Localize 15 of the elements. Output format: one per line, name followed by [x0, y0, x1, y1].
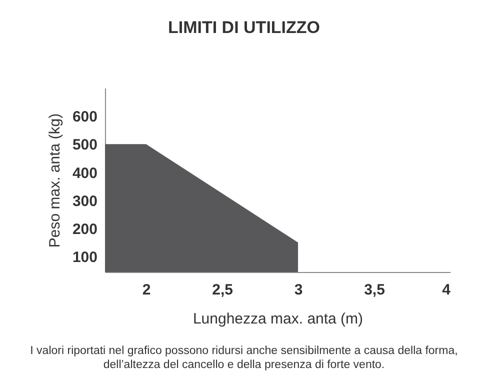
y-axis-title: Peso max. anta (kg) [46, 113, 64, 248]
x-tick-label: 3,5 [364, 282, 385, 298]
text: I valori riportati nel grafico possono ridursi anche sensibilmente a causa della forma, dell’altezza del cancello e della presenza di forte vento. [29, 344, 459, 372]
x-axis-title: Lunghezza max. anta (m) [192, 310, 364, 328]
y-tick-label: 600 [72, 108, 98, 126]
y-tick-label: 400 [72, 164, 98, 182]
y-tick-label: 200 [72, 220, 98, 238]
x-tick-label: 3 [294, 282, 303, 298]
chart-title: LIMITI DI UTILIZZO [166, 17, 322, 39]
x-tick-label: 2,5 [212, 282, 233, 298]
x-tick-label: 2 [142, 282, 151, 298]
x-tick-label: 4 [442, 282, 452, 298]
y-tick-label: 500 [72, 136, 98, 154]
y-tick-label: 100 [72, 249, 98, 266]
y-tick-label: 300 [72, 192, 98, 210]
